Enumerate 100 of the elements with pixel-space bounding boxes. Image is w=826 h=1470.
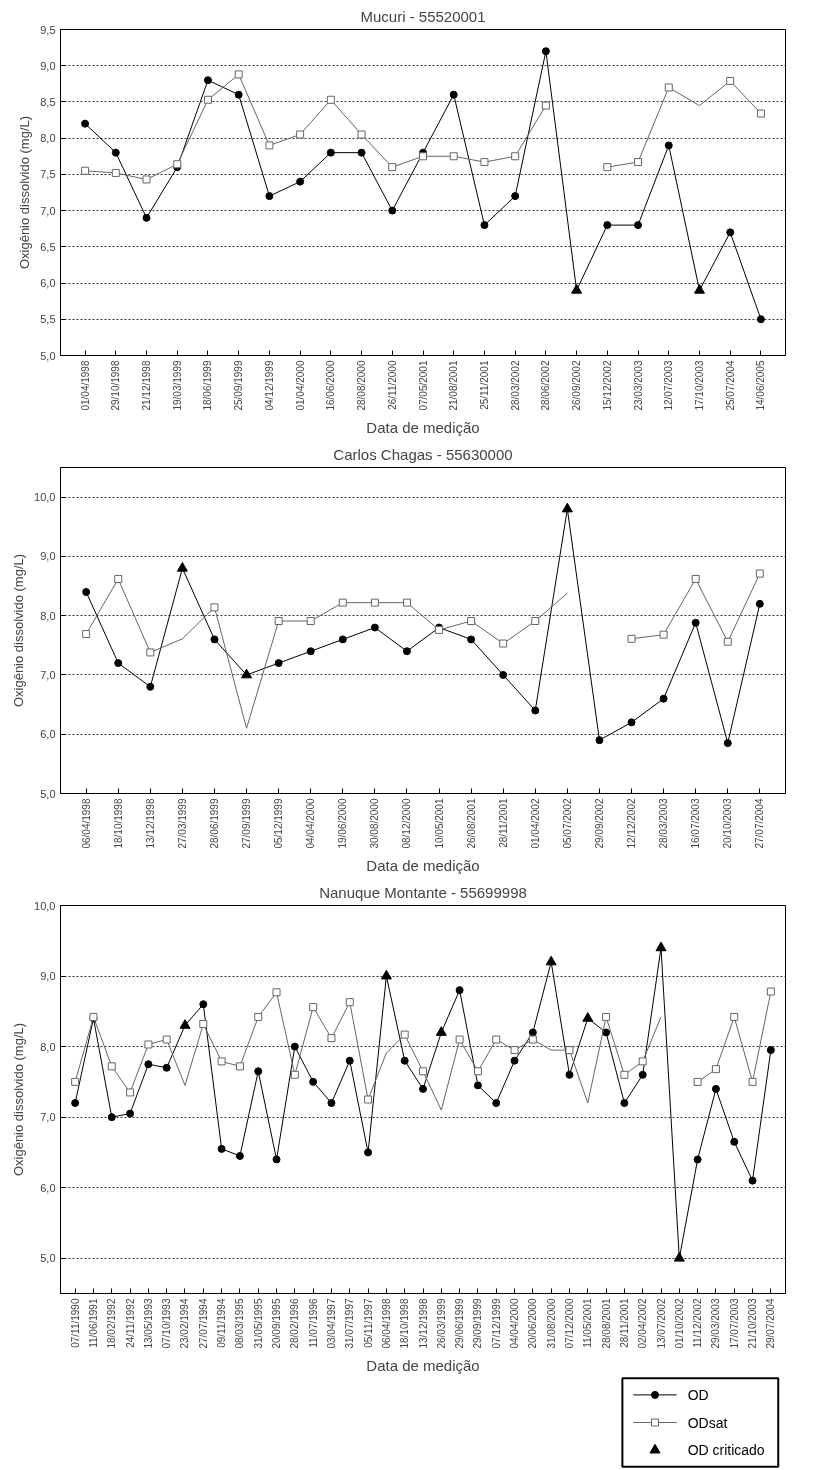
x-tick-label: 11/06/1991 xyxy=(87,1298,99,1348)
chart-title: Mucuri - 55520001 xyxy=(360,7,486,25)
x-tick-label: 12/12/2002 xyxy=(626,798,638,849)
y-tick-label: 8,5 xyxy=(40,95,56,108)
y-tick-label: 5,5 xyxy=(40,313,56,326)
x-tick-label: 16/06/2000 xyxy=(325,360,337,411)
x-tick-label: 14/06/2005 xyxy=(755,360,767,411)
x-tick-label: 07/12/1999 xyxy=(490,1298,502,1349)
x-tick-label: 23/02/1994 xyxy=(179,1298,191,1349)
x-tick-label: 20/06/2000 xyxy=(527,1298,539,1349)
y-tick-label: 8,0 xyxy=(40,132,56,145)
x-tick-label: 06/04/1998 xyxy=(80,798,92,849)
y-tick-label: 6,0 xyxy=(40,1181,56,1194)
y-tick-label: 6,0 xyxy=(40,728,56,741)
y-tick-label: 9,0 xyxy=(40,550,56,563)
x-tick-label: 18/10/1998 xyxy=(399,1298,411,1349)
x-tick-label: 28/06/1999 xyxy=(208,798,220,849)
x-tick-label: 29/06/1999 xyxy=(454,1298,466,1349)
x-tick-label: 18/06/1999 xyxy=(202,360,214,411)
y-tick-label: 5,0 xyxy=(40,349,56,362)
x-tick-label: 02/04/2002 xyxy=(637,1298,649,1349)
x-tick-label: 17/10/2003 xyxy=(693,360,705,411)
y-tick-label: 7,0 xyxy=(40,1111,56,1124)
x-tick-label: 13/12/1998 xyxy=(417,1298,429,1349)
chart-title: Nanuque Montante - 55699998 xyxy=(319,883,527,901)
x-tick-label: 26/09/2002 xyxy=(571,360,583,411)
x-tick-label: 25/09/1999 xyxy=(233,360,245,411)
x-tick-label: 27/03/1999 xyxy=(176,798,188,849)
y-tick-label: 7,0 xyxy=(40,668,56,681)
x-tick-label: 01/04/1998 xyxy=(79,360,91,411)
x-tick-label: 07/10/1993 xyxy=(161,1298,173,1349)
x-tick-label: 21/08/2001 xyxy=(448,360,460,411)
x-tick-label: 16/07/2003 xyxy=(690,798,702,849)
x-tick-label: 08/12/2000 xyxy=(401,798,413,849)
x-tick-label: 31/07/1997 xyxy=(344,1298,356,1349)
x-axis-title: Data de medição xyxy=(366,1356,480,1374)
x-tick-label: 18/10/1998 xyxy=(112,798,124,849)
x-tick-label: 01/10/2002 xyxy=(673,1298,685,1349)
x-tick-label: 31/08/2000 xyxy=(545,1298,557,1349)
x-axis-title: Data de medição xyxy=(366,856,480,874)
y-tick-label: 10,0 xyxy=(34,899,56,912)
y-tick-label: 10,0 xyxy=(34,491,56,504)
x-tick-label: 23/03/2003 xyxy=(632,360,644,411)
x-tick-label: 07/12/2000 xyxy=(563,1298,575,1349)
y-axis-title: Oxigênio dissolvido (mg/L) xyxy=(17,115,33,270)
x-tick-label: 05/11/1997 xyxy=(362,1298,374,1348)
x-tick-label: 26/11/2000 xyxy=(386,360,398,410)
y-tick-label: 8,0 xyxy=(40,1040,56,1053)
x-tick-label: 28/11/2001 xyxy=(497,798,509,848)
x-tick-label: 13/05/1993 xyxy=(142,1298,154,1349)
x-tick-label: 21/12/1998 xyxy=(141,360,153,411)
legend-label: ODsat xyxy=(687,1414,728,1431)
x-tick-label: 20/10/2003 xyxy=(722,798,734,849)
x-tick-label: 04/04/2000 xyxy=(305,798,317,849)
x-tick-label: 01/04/2000 xyxy=(294,360,306,411)
x-tick-label: 13/07/2002 xyxy=(655,1298,667,1349)
x-tick-label: 01/04/2002 xyxy=(529,798,541,849)
x-tick-label: 28/08/2001 xyxy=(600,1298,612,1349)
x-tick-label: 26/03/1999 xyxy=(435,1298,447,1349)
x-tick-label: 19/03/1999 xyxy=(171,360,183,411)
x-tick-label: 06/04/1998 xyxy=(380,1298,392,1349)
x-tick-label: 24/11/1992 xyxy=(124,1298,136,1348)
x-tick-label: 17/07/2003 xyxy=(728,1298,740,1349)
y-tick-label: 5,0 xyxy=(40,787,56,800)
x-tick-label: 29/03/2003 xyxy=(710,1298,722,1349)
x-tick-label: 03/04/1997 xyxy=(325,1298,337,1349)
x-tick-label: 04/04/2000 xyxy=(509,1298,521,1349)
x-tick-label: 04/12/1999 xyxy=(263,360,275,411)
x-tick-label: 18/02/1992 xyxy=(106,1298,118,1349)
x-tick-label: 05/07/2002 xyxy=(561,798,573,849)
y-tick-label: 6,5 xyxy=(40,240,56,253)
x-tick-label: 19/06/2000 xyxy=(337,798,349,849)
x-tick-label: 28/06/2002 xyxy=(540,360,552,411)
legend-label: OD criticado xyxy=(687,1442,765,1459)
x-tick-label: 12/07/2003 xyxy=(663,360,675,411)
x-tick-label: 29/07/2004 xyxy=(765,1298,777,1349)
y-tick-label: 5,0 xyxy=(40,1252,56,1265)
chart-title: Carlos Chagas - 55630000 xyxy=(333,445,513,463)
x-tick-label: 28/08/2000 xyxy=(356,360,368,411)
x-tick-label: 26/08/2001 xyxy=(465,798,477,849)
x-tick-label: 27/09/1999 xyxy=(241,798,253,849)
x-tick-label: 25/11/2001 xyxy=(478,360,490,410)
x-tick-label: 28/11/2001 xyxy=(618,1298,630,1348)
x-tick-label: 08/03/1995 xyxy=(234,1298,246,1349)
x-tick-label: 11/12/2002 xyxy=(692,1298,704,1348)
x-tick-label: 30/08/2000 xyxy=(369,798,381,849)
x-tick-label: 25/07/2004 xyxy=(724,360,736,411)
x-tick-label: 10/05/2001 xyxy=(433,798,445,849)
x-tick-label: 28/03/2003 xyxy=(658,798,670,849)
x-tick-label: 20/09/1995 xyxy=(271,1298,283,1349)
y-tick-label: 9,0 xyxy=(40,970,56,983)
x-tick-label: 21/10/2003 xyxy=(747,1298,759,1349)
x-tick-label: 29/10/1998 xyxy=(110,360,122,411)
x-tick-label: 07/05/2001 xyxy=(417,360,429,411)
y-axis-title: Oxigênio dissolvido (mg/L) xyxy=(11,553,27,708)
legend-label: OD xyxy=(687,1386,709,1403)
x-tick-label: 11/07/1996 xyxy=(307,1298,319,1348)
x-tick-label: 05/12/1999 xyxy=(273,798,285,849)
y-tick-label: 8,0 xyxy=(40,609,56,622)
x-tick-label: 29/09/1999 xyxy=(472,1298,484,1349)
